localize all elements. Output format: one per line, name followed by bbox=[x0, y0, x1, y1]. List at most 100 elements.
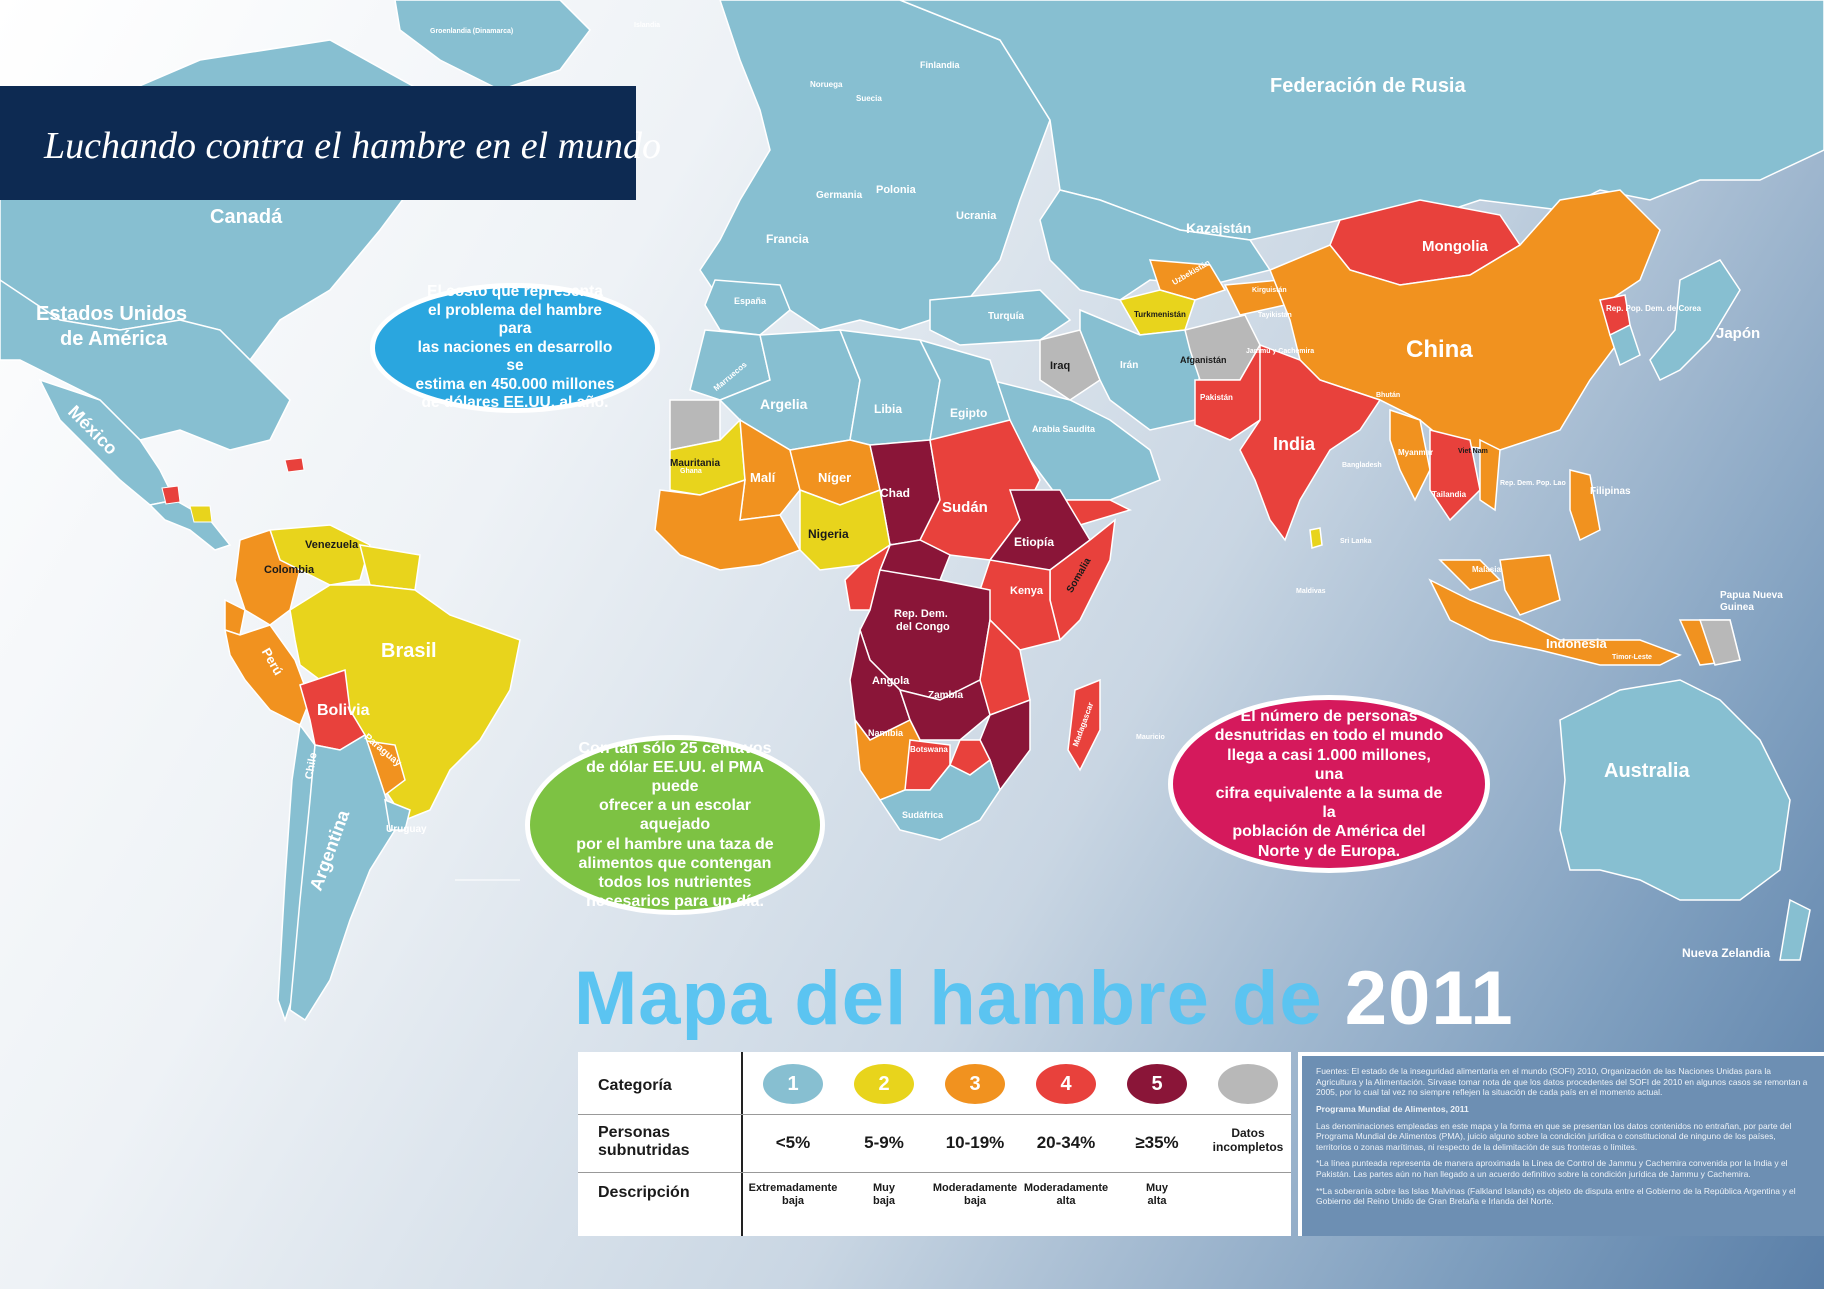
myanmar bbox=[1389, 408, 1431, 502]
label-francia: Francia bbox=[766, 232, 809, 246]
korea-south bbox=[1609, 323, 1641, 367]
iberia bbox=[704, 279, 791, 336]
label-jammu: Jammu y Cachemira bbox=[1246, 348, 1315, 355]
label-bolivia: Bolivia bbox=[317, 702, 370, 719]
legend-desc-1: Extremadamente baja bbox=[743, 1182, 843, 1208]
legend-pct-2: 5-9% bbox=[864, 1133, 904, 1152]
people-line: Norte y de Europa. bbox=[1257, 842, 1401, 860]
people-line: desnutridas en todo el mundo bbox=[1214, 727, 1444, 745]
label-sudan: Sudán bbox=[942, 499, 988, 516]
label-bhutan: Bhután bbox=[1376, 392, 1401, 399]
south-africa bbox=[878, 758, 1001, 841]
main-title: Mapa del hambre de 2011 bbox=[574, 955, 1514, 1042]
wfp-line: por el hambre una taza de bbox=[576, 835, 774, 853]
greenland bbox=[394, 0, 591, 91]
label-usa-1: Estados Unidos bbox=[36, 303, 188, 325]
label-png-2: Guinea bbox=[1720, 602, 1754, 613]
label-alemania: Germania bbox=[816, 190, 863, 201]
label-mauricio: Mauricio bbox=[1136, 734, 1165, 741]
legend-desc-1b: baja bbox=[781, 1195, 804, 1208]
legend-divider bbox=[741, 1052, 743, 1236]
label-australia: Australia bbox=[1604, 760, 1690, 782]
legend-desc-2a: Muy bbox=[873, 1182, 895, 1194]
label-finlandia: Finlandia bbox=[920, 60, 960, 70]
cost-line: de dólares EE.UU. al año. bbox=[421, 394, 609, 412]
label-ucrania: Ucrania bbox=[956, 210, 997, 222]
label-turquia: Turquía bbox=[988, 311, 1024, 322]
label-laos: Rep. Dem. Pop. Lao bbox=[1500, 480, 1566, 487]
label-egipto: Egipto bbox=[950, 406, 988, 420]
philippines bbox=[1569, 469, 1601, 542]
label-arabia: Arabia Saudita bbox=[1032, 424, 1096, 434]
legend-cat-nodata bbox=[1218, 1064, 1278, 1104]
cost-line: estima en 450.000 millones bbox=[415, 375, 615, 393]
nz bbox=[1779, 898, 1811, 961]
label-chad: Chad bbox=[880, 486, 910, 500]
label-japan: Japón bbox=[1716, 325, 1761, 342]
people-line: población de América del bbox=[1232, 823, 1426, 841]
legend-desc-3b: baja bbox=[963, 1195, 986, 1208]
guatemala bbox=[161, 485, 181, 505]
label-iran: Irán bbox=[1120, 360, 1139, 371]
legend-undernourished-1: Personas bbox=[598, 1124, 671, 1141]
legend-nodata-1: Datos bbox=[1231, 1126, 1265, 1140]
legend-cat-2: 2 bbox=[854, 1064, 914, 1104]
label-india: India bbox=[1273, 434, 1316, 454]
label-indonesia: Indonesia bbox=[1546, 636, 1607, 651]
label-zambia: Zambia bbox=[928, 690, 964, 701]
legend-undernourished-header: Personas subnutridas bbox=[598, 1124, 690, 1159]
label-kenya: Kenya bbox=[1010, 585, 1044, 597]
legend-row-divider bbox=[578, 1172, 1291, 1173]
legend-desc-2b: baja bbox=[872, 1195, 895, 1208]
label-tailandia: Tailandia bbox=[1432, 490, 1467, 499]
wfp-line: Con tan sólo 25 centavos bbox=[578, 739, 772, 757]
notes-wfp: Programa Mundial de Alimentos, 2011 bbox=[1316, 1103, 1469, 1114]
legend-desc-4: Moderadamente alta bbox=[1016, 1182, 1116, 1208]
argentina bbox=[289, 733, 396, 1022]
cost-line: el problema del hambre para bbox=[428, 301, 602, 338]
label-venezuela: Venezuela bbox=[305, 539, 359, 551]
iran bbox=[1079, 308, 1201, 431]
guyana-suriname bbox=[358, 544, 421, 591]
legend-desc-3: Moderadamente baja bbox=[925, 1182, 1025, 1208]
legend-table: Categoría Personas subnutridas Descripci… bbox=[578, 1052, 1291, 1236]
label-korea: Rep. Pop. Dem. de Corea bbox=[1606, 304, 1702, 313]
people-bubble: El número de personas desnutridas en tod… bbox=[1168, 695, 1490, 873]
vietnam bbox=[1479, 438, 1501, 512]
label-brasil: Brasil bbox=[381, 640, 437, 662]
label-pakistan: Pakistán bbox=[1200, 393, 1233, 402]
label-vietnam: Viet Nam bbox=[1458, 448, 1488, 455]
label-polonia: Polonia bbox=[876, 184, 916, 196]
legend-pct-nodata: Datos incompletos bbox=[1203, 1126, 1293, 1155]
legend-desc-5b: alta bbox=[1147, 1195, 1167, 1208]
label-botswana: Botswana bbox=[910, 745, 948, 754]
people-line: llega a casi 1.000 millones, una bbox=[1227, 746, 1431, 783]
cost-line: El costo que representa bbox=[427, 282, 603, 300]
label-filipinas: Filipinas bbox=[1590, 486, 1631, 497]
wfp-line: de dólar EE.UU. el PMA puede bbox=[586, 758, 764, 796]
wfp-bubble: Con tan sólo 25 centavos de dólar EE.UU.… bbox=[525, 735, 825, 915]
legend-desc-4b: alta bbox=[1056, 1195, 1076, 1208]
legend-undernourished-2: subnutridas bbox=[598, 1141, 690, 1159]
turkmenistan bbox=[1118, 289, 1196, 336]
label-islandia: Islandia bbox=[634, 22, 661, 29]
legend-row-divider bbox=[578, 1114, 1291, 1115]
label-timor: Timor-Leste bbox=[1612, 654, 1652, 661]
label-tayikistan: Tayikistán bbox=[1258, 312, 1292, 319]
label-china: China bbox=[1406, 336, 1473, 363]
label-usa-2: de América bbox=[60, 328, 168, 350]
label-argelia: Argelia bbox=[760, 396, 808, 412]
notes-panel: Fuentes: El estado de la inseguridad ali… bbox=[1298, 1052, 1824, 1236]
wfp-line: todos los nutrientes bbox=[598, 873, 752, 891]
india bbox=[1239, 343, 1382, 542]
legend-pct-1: <5% bbox=[775, 1133, 811, 1152]
label-kazakhstan: Kazajstán bbox=[1186, 220, 1252, 236]
srilanka bbox=[1309, 527, 1323, 549]
legend-cat-1: 1 bbox=[763, 1064, 823, 1104]
label-canada: Canadá bbox=[210, 206, 283, 228]
legend-pct-4: 20-34% bbox=[1036, 1133, 1096, 1152]
iraq bbox=[1039, 329, 1101, 401]
legend-desc-4a: Moderadamente bbox=[1023, 1182, 1109, 1194]
peru bbox=[224, 624, 311, 727]
label-sudafrica: Sudáfrica bbox=[902, 810, 944, 820]
